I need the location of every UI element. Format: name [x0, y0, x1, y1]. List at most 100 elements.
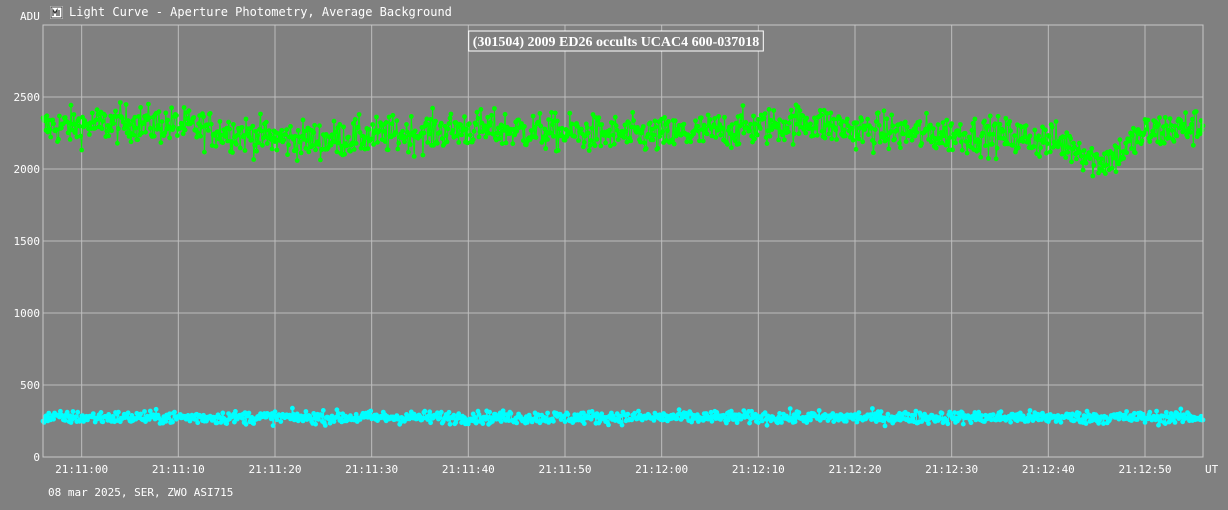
- series-1-point: [983, 143, 988, 149]
- series-1-point: [454, 133, 460, 139]
- series-2-point: [741, 408, 747, 413]
- series-1-point: [639, 130, 644, 136]
- series-1-point: [485, 114, 491, 120]
- series-2-point: [398, 419, 404, 425]
- series-2-point: [51, 416, 56, 422]
- series-1-point: [909, 137, 915, 143]
- series-1-point: [50, 117, 56, 123]
- series-1-point: [681, 121, 687, 127]
- series-1-point: [512, 132, 518, 138]
- series-1-point: [162, 130, 168, 136]
- series-1-point: [312, 122, 317, 128]
- series-2-point: [524, 420, 530, 425]
- series-1-point: [216, 136, 222, 142]
- series-1-point: [111, 121, 116, 126]
- series-2-point: [153, 406, 159, 412]
- series-1-point: [94, 107, 100, 113]
- series-1-point: [78, 133, 84, 139]
- series-2-point: [514, 420, 520, 426]
- series-1-point: [48, 134, 54, 140]
- series-1-point: [1064, 130, 1070, 136]
- series-2-point: [1101, 421, 1106, 426]
- series-1-point: [794, 121, 800, 127]
- series-1-point: [698, 115, 704, 121]
- series-2-point: [878, 409, 884, 415]
- series-2-point: [551, 418, 556, 424]
- series-2-point: [1198, 413, 1204, 419]
- series-1-point: [169, 105, 175, 111]
- series-1-point: [776, 137, 781, 143]
- series-1-point: [673, 133, 679, 139]
- series-1-point: [651, 132, 657, 138]
- series-1-point: [1187, 125, 1192, 131]
- series-1-point: [292, 133, 298, 139]
- series-1-point: [831, 116, 837, 122]
- series-2-point: [676, 407, 682, 413]
- series-1-point: [890, 123, 896, 129]
- series-2-point: [446, 409, 452, 415]
- series-1-point: [993, 156, 999, 162]
- series-2-point: [1161, 413, 1166, 419]
- series-1-point: [552, 110, 558, 116]
- series-1-point: [1157, 115, 1162, 121]
- series-1-point: [350, 121, 356, 126]
- series-1-point: [1111, 155, 1117, 161]
- series-2-point: [303, 409, 309, 414]
- series-1-point: [964, 150, 970, 156]
- series-1-point: [741, 130, 747, 136]
- series-1-point: [186, 108, 192, 114]
- series-1-point: [649, 126, 655, 132]
- series-2-point: [456, 411, 462, 417]
- light-curve-icon[interactable]: [50, 5, 63, 19]
- series-1-point: [1190, 116, 1195, 122]
- series-1-point: [1000, 128, 1006, 134]
- series-1-point: [583, 121, 589, 127]
- series-1-point: [796, 131, 802, 137]
- series-2-point: [272, 409, 278, 415]
- series-1: [40, 100, 1206, 179]
- series-2-point: [485, 415, 491, 420]
- series-1-point: [560, 134, 566, 139]
- series-1-point: [581, 140, 587, 145]
- series-1-point: [123, 102, 129, 107]
- series-2-point: [789, 416, 795, 421]
- series-1-point: [1098, 160, 1103, 166]
- series-1-point: [298, 150, 304, 156]
- series-1-point: [866, 132, 871, 138]
- series-1-point: [313, 147, 318, 153]
- series-1-point: [175, 133, 180, 138]
- x-tick-label: 21:11:30: [345, 463, 398, 476]
- series-1-point: [817, 108, 823, 113]
- series-1-point: [163, 110, 169, 116]
- tick-layer: 0 500 1000 1500 2000 2500 21:11:00 21:11:10 21:1…: [14, 91, 1172, 476]
- x-tick-label: 21:11:50: [539, 463, 592, 476]
- series-1-point: [989, 141, 995, 147]
- series-2-point: [792, 419, 798, 425]
- series-1-point: [54, 127, 59, 133]
- series-1-point: [559, 125, 565, 131]
- series-1-point: [488, 120, 493, 125]
- series-1-point: [1042, 137, 1047, 143]
- series-1-point: [980, 130, 985, 136]
- series-2-point: [1158, 418, 1163, 424]
- series-1-point: [1081, 148, 1087, 153]
- series-1-point: [331, 118, 337, 124]
- series-1-point: [438, 120, 444, 126]
- series-1-point: [696, 128, 701, 134]
- series-1-point: [592, 143, 598, 149]
- series-2-point: [1163, 409, 1169, 415]
- series-1-point: [939, 140, 945, 146]
- series-1-point: [930, 126, 936, 131]
- series-1-point: [959, 147, 965, 153]
- series-1-point: [311, 130, 317, 136]
- series-2-point: [290, 405, 295, 411]
- series-1-point: [234, 132, 240, 138]
- series-1-point: [567, 110, 573, 116]
- y-tick-label: 1500: [14, 235, 41, 248]
- series-1-point: [237, 145, 243, 151]
- series-1-point: [503, 140, 509, 146]
- series-1-point: [1031, 144, 1037, 150]
- series-1-point: [135, 137, 141, 143]
- series-1-point: [700, 138, 706, 144]
- series-1-point: [1094, 151, 1100, 157]
